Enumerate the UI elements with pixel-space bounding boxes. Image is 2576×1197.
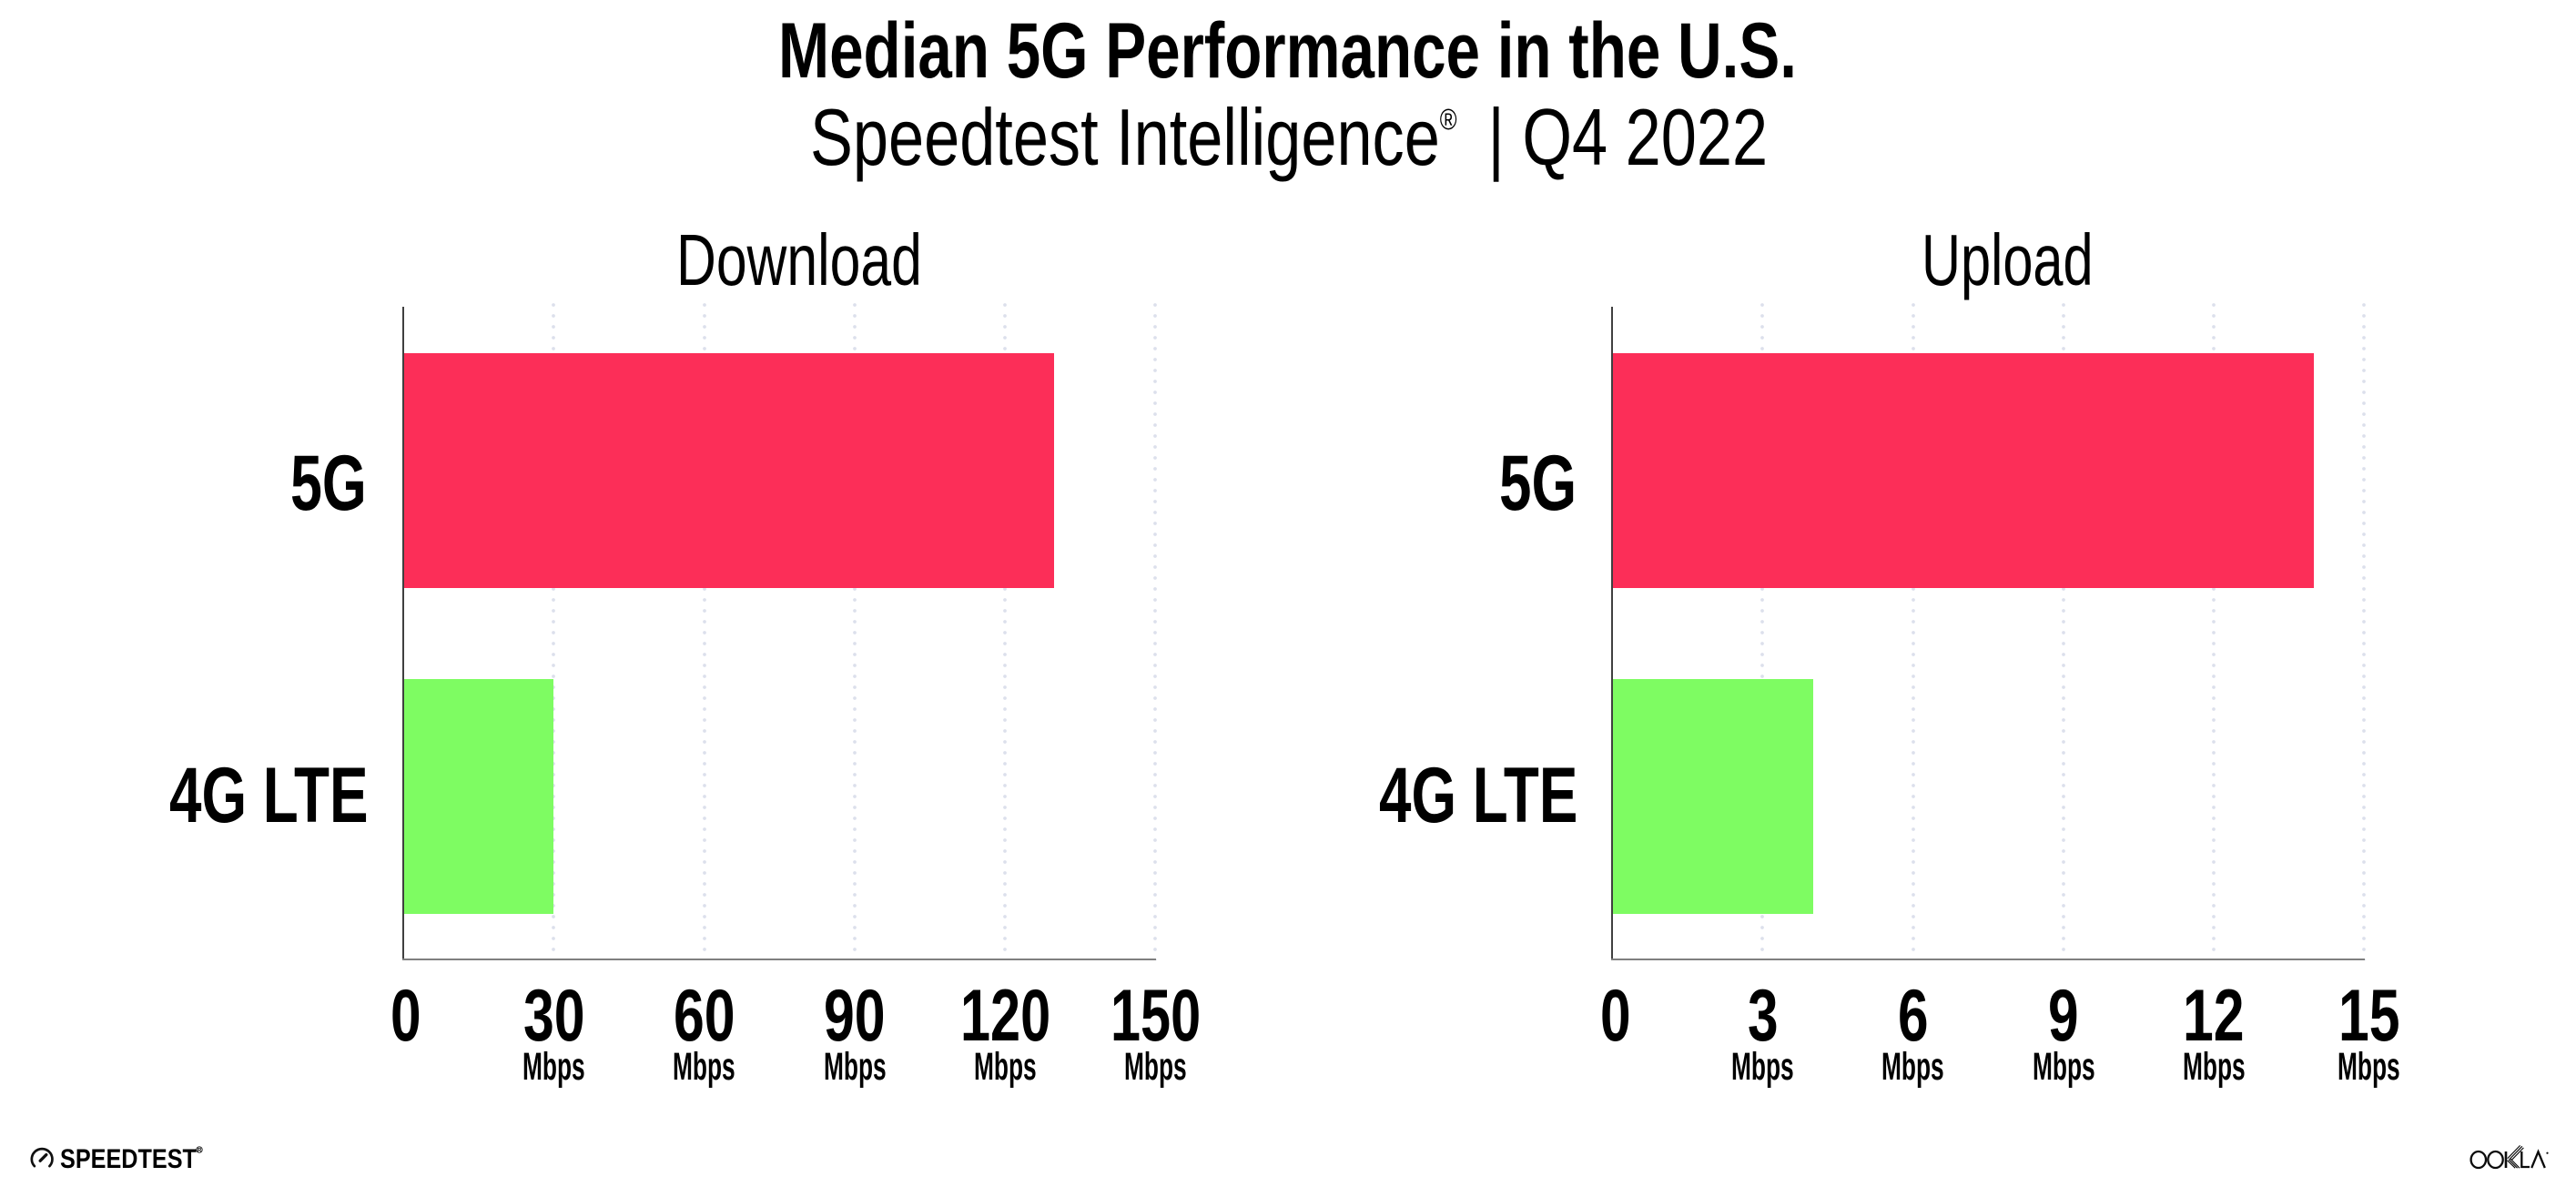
svg-text:R: R [198,1147,202,1153]
